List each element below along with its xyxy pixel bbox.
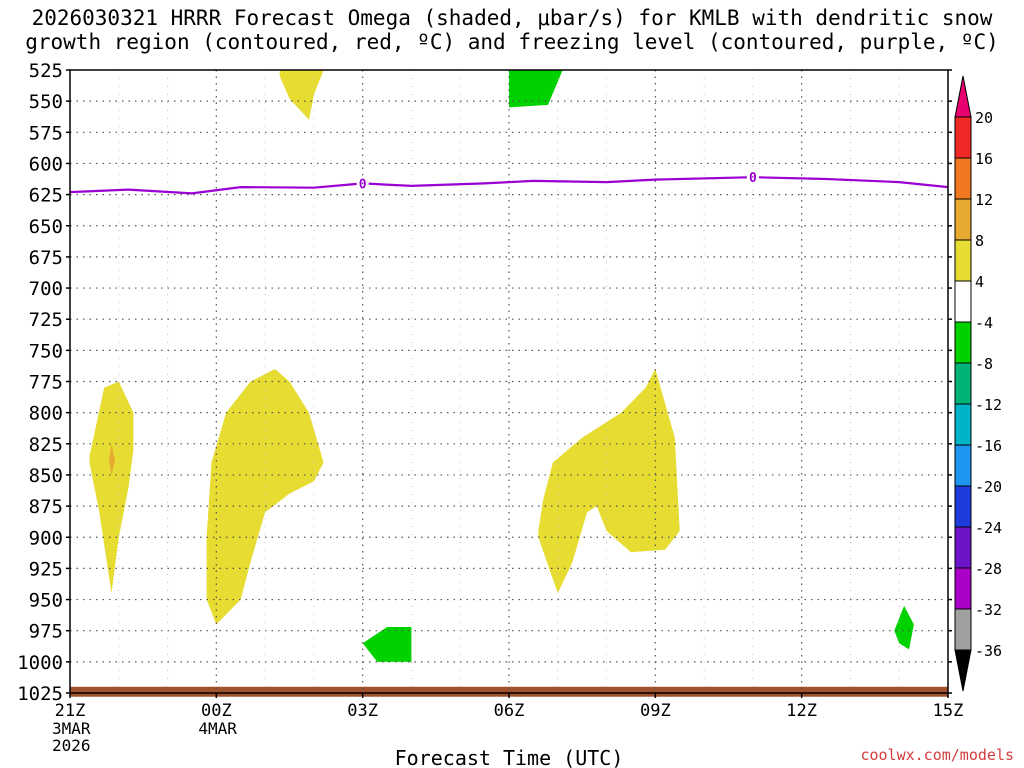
- colorbar-label: -16: [975, 437, 1002, 455]
- omega-region-4: [362, 627, 412, 662]
- colorbar-bin: [954, 444, 972, 487]
- x-tick-label: 21Z: [55, 701, 86, 721]
- x-axis-title: Forecast Time (UTC): [395, 746, 624, 768]
- y-tick-label: 925: [29, 558, 63, 580]
- colorbar-label: -12: [975, 396, 1002, 414]
- chart-title-line-1: 2026030321 HRRR Forecast Omega (shaded, …: [31, 6, 993, 30]
- y-tick-label: 675: [29, 247, 63, 269]
- colorbar-bin: [954, 239, 972, 282]
- colorbar-bin: [954, 403, 972, 446]
- omega-region-3: [279, 70, 324, 120]
- colorbar-label: -24: [975, 519, 1002, 537]
- x-tick-sublabel-date: 4MAR: [198, 719, 237, 738]
- surface-band: [70, 686, 948, 697]
- y-tick-label: 700: [29, 278, 63, 300]
- y-tick-label: 600: [29, 153, 63, 175]
- colorbar-bin: [954, 485, 972, 528]
- y-tick-label: 750: [29, 340, 63, 362]
- omega-shading-layer: [70, 70, 948, 697]
- y-tick-label: 575: [29, 122, 63, 144]
- colorbar-bin: [954, 321, 972, 364]
- y-tick-label: 1025: [17, 683, 63, 705]
- omega-region-6: [538, 369, 680, 594]
- x-tick-sublabel-date: 3MAR: [52, 719, 91, 738]
- plot-background: [70, 70, 948, 693]
- y-tick-label: 850: [29, 465, 63, 487]
- freezing-level-label-bg: [356, 175, 369, 192]
- x-tick-label: 09Z: [640, 701, 671, 721]
- y-tick-label: 975: [29, 621, 63, 643]
- colorbar-label: -32: [975, 601, 1002, 619]
- colorbar-label: -36: [975, 642, 1002, 660]
- x-tick-label: 03Z: [347, 701, 378, 721]
- freezing-level-label-bg: [746, 169, 759, 186]
- omega-region-2: [206, 369, 324, 625]
- y-tick-label: 950: [29, 590, 63, 612]
- y-tick-label: 900: [29, 527, 63, 549]
- y-tick-label: 775: [29, 372, 63, 394]
- chart-title-line-2: growth region (contoured, red, ºC) and f…: [25, 30, 999, 54]
- colorbar-top-triangle: [954, 75, 972, 118]
- colorbar-bin: [954, 157, 972, 200]
- x-tick-sublabel-year: 2026: [52, 736, 91, 755]
- colorbar: 20 16 12 8 4 -4 -8 -12 -16 -20 -24 -28 -32 -36: [954, 75, 1002, 692]
- colorbar-bottom-triangle: [954, 649, 972, 692]
- y-tick-label: 625: [29, 185, 63, 207]
- colorbar-bin: [954, 526, 972, 569]
- y-tick-label: 525: [29, 60, 63, 82]
- colorbar-bin: [954, 198, 972, 241]
- x-tick-label: 12Z: [786, 701, 817, 721]
- y-tick-label: 550: [29, 91, 63, 113]
- colorbar-label: -8: [975, 355, 993, 373]
- freezing-level-label: 0: [749, 171, 757, 186]
- credit-text: coolwx.com/models: [860, 746, 1014, 764]
- y-tick-label: 875: [29, 496, 63, 518]
- omega-region-1: [109, 443, 115, 475]
- colorbar-label: -28: [975, 560, 1002, 578]
- y-tick-label: 1000: [17, 652, 63, 674]
- freezing-level-line: [69, 176, 949, 195]
- colorbar-label: -20: [975, 478, 1002, 496]
- x-tick-label: 00Z: [201, 701, 232, 721]
- omega-region-5: [509, 70, 563, 108]
- colorbar-bin: [954, 362, 972, 405]
- colorbar-bin: [954, 608, 972, 651]
- y-tick-label: 800: [29, 403, 63, 425]
- axes-layer: 525 550 575 600 625 650 675 700 725 750 775 800 825 8…: [17, 60, 963, 768]
- colorbar-label: 16: [975, 150, 993, 168]
- colorbar-label: 20: [975, 109, 993, 127]
- colorbar-bin: [954, 280, 972, 323]
- x-tick-label: 06Z: [494, 701, 525, 721]
- omega-region-0: [89, 381, 134, 594]
- x-tick-label: 15Z: [933, 701, 964, 721]
- colorbar-bin: [954, 116, 972, 159]
- colorbar-label: -4: [975, 314, 993, 332]
- colorbar-label: 8: [975, 232, 984, 250]
- colorbar-bin: [954, 567, 972, 610]
- y-tick-label: 825: [29, 434, 63, 456]
- freezing-level-label: 0: [359, 177, 367, 192]
- colorbar-label: 12: [975, 191, 993, 209]
- colorbar-label: 4: [975, 273, 984, 291]
- y-tick-label: 650: [29, 216, 63, 238]
- y-tick-label: 725: [29, 309, 63, 331]
